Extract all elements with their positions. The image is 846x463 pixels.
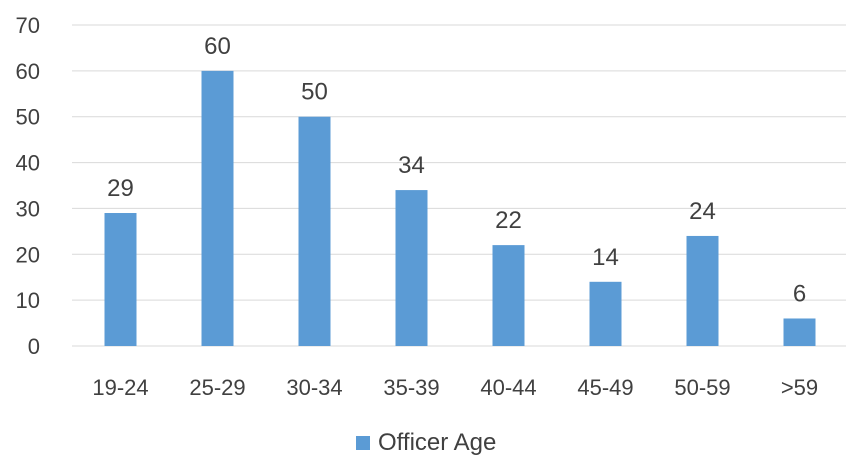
data-label: 24: [689, 198, 716, 225]
x-tick-label: 30-34: [286, 375, 342, 400]
legend-label: Officer Age: [378, 429, 496, 456]
x-tick-label: 40-44: [480, 375, 536, 400]
bar: [395, 190, 428, 346]
y-tick-label: 40: [16, 151, 40, 176]
y-tick-label: 70: [16, 13, 40, 38]
legend-swatch: [356, 436, 370, 450]
data-label: 22: [495, 207, 522, 234]
y-tick-label: 0: [28, 334, 40, 359]
gridlines: [72, 24, 846, 347]
y-tick-label: 20: [16, 242, 40, 267]
x-tick-label: 35-39: [383, 375, 439, 400]
data-label: 14: [592, 244, 619, 271]
y-tick-label: 50: [16, 105, 40, 130]
bars: [104, 70, 816, 346]
y-axis-ticks: 0 10 20 30 40 50 60 70: [16, 13, 40, 359]
legend: Officer Age: [356, 429, 496, 456]
bar: [201, 70, 234, 346]
bar: [492, 245, 525, 346]
data-label: 50: [301, 79, 328, 106]
bar: [589, 281, 622, 346]
bar: [783, 318, 816, 346]
data-label: 34: [398, 152, 425, 179]
y-tick-label: 30: [16, 196, 40, 221]
y-tick-label: 60: [16, 59, 40, 84]
bar: [686, 235, 719, 346]
x-tick-label: 19-24: [92, 375, 148, 400]
bar: [104, 213, 137, 346]
data-labels: 29 60 50 34 22 14 24 6: [107, 33, 806, 308]
data-label: 60: [204, 33, 231, 60]
x-tick-label: 25-29: [189, 375, 245, 400]
bar: [298, 116, 331, 346]
x-axis-ticks: 19-24 25-29 30-34 35-39 40-44 45-49 50-59 >59: [92, 375, 818, 400]
y-tick-label: 10: [16, 288, 40, 313]
x-tick-label: 50-59: [674, 375, 730, 400]
x-tick-label: 45-49: [577, 375, 633, 400]
x-tick-label: >59: [781, 375, 818, 400]
data-label: 29: [107, 175, 134, 202]
data-label: 6: [793, 280, 806, 307]
